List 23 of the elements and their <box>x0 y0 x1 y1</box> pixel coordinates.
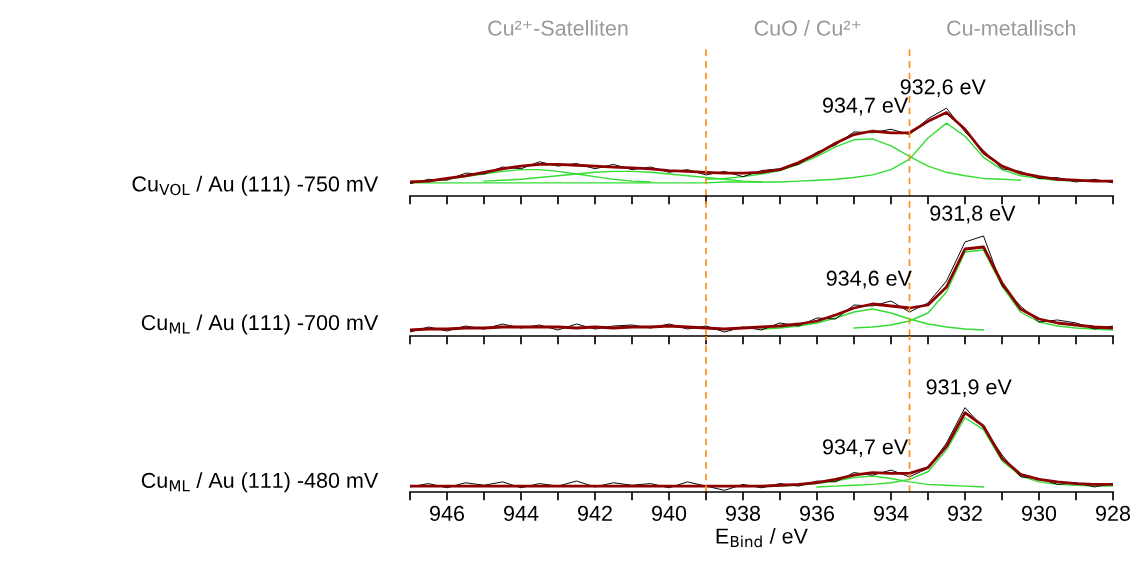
x-tick-label: 938 <box>726 505 761 522</box>
annotation: 931,9 eV <box>926 379 1012 398</box>
annotation: 934,6 eV <box>826 270 912 289</box>
annotation: 931,8 eV <box>930 205 1016 224</box>
annotation: 934,7 eV <box>823 97 909 116</box>
y-axis-title: Cu$_{ML}$ / Au (111) -700 mV <box>141 314 379 335</box>
y-axis-title: Cu$_{VOL}$ / Au (111) -750 mV <box>132 175 379 196</box>
annotation: 932,6 eV <box>900 79 986 97</box>
x-tick-label: 942 <box>578 505 612 522</box>
text: Cu²⁺-Satelliten <box>488 19 628 36</box>
text: CuO / Cu²⁺ <box>754 19 861 36</box>
x-tick-label: 934 <box>874 505 909 522</box>
annotation: 934,7 eV <box>823 439 909 457</box>
y-axis-title: Cu$_{ML}$ / Au (111) -480 mV <box>141 472 379 493</box>
x-tick-label: 946 <box>430 505 465 522</box>
x-tick-label: 944 <box>504 505 539 522</box>
x-tick-label: 940 <box>652 505 687 522</box>
x-tick-label: 936 <box>800 505 835 522</box>
x-tick-label: 930 <box>1022 505 1057 522</box>
x-tick-label: 932 <box>948 505 982 522</box>
x-tick-label: 928 <box>1096 505 1131 522</box>
x-axis-title: E$_{Bind}$ / eV <box>716 527 808 548</box>
text: Cu-metallisch <box>947 19 1076 36</box>
